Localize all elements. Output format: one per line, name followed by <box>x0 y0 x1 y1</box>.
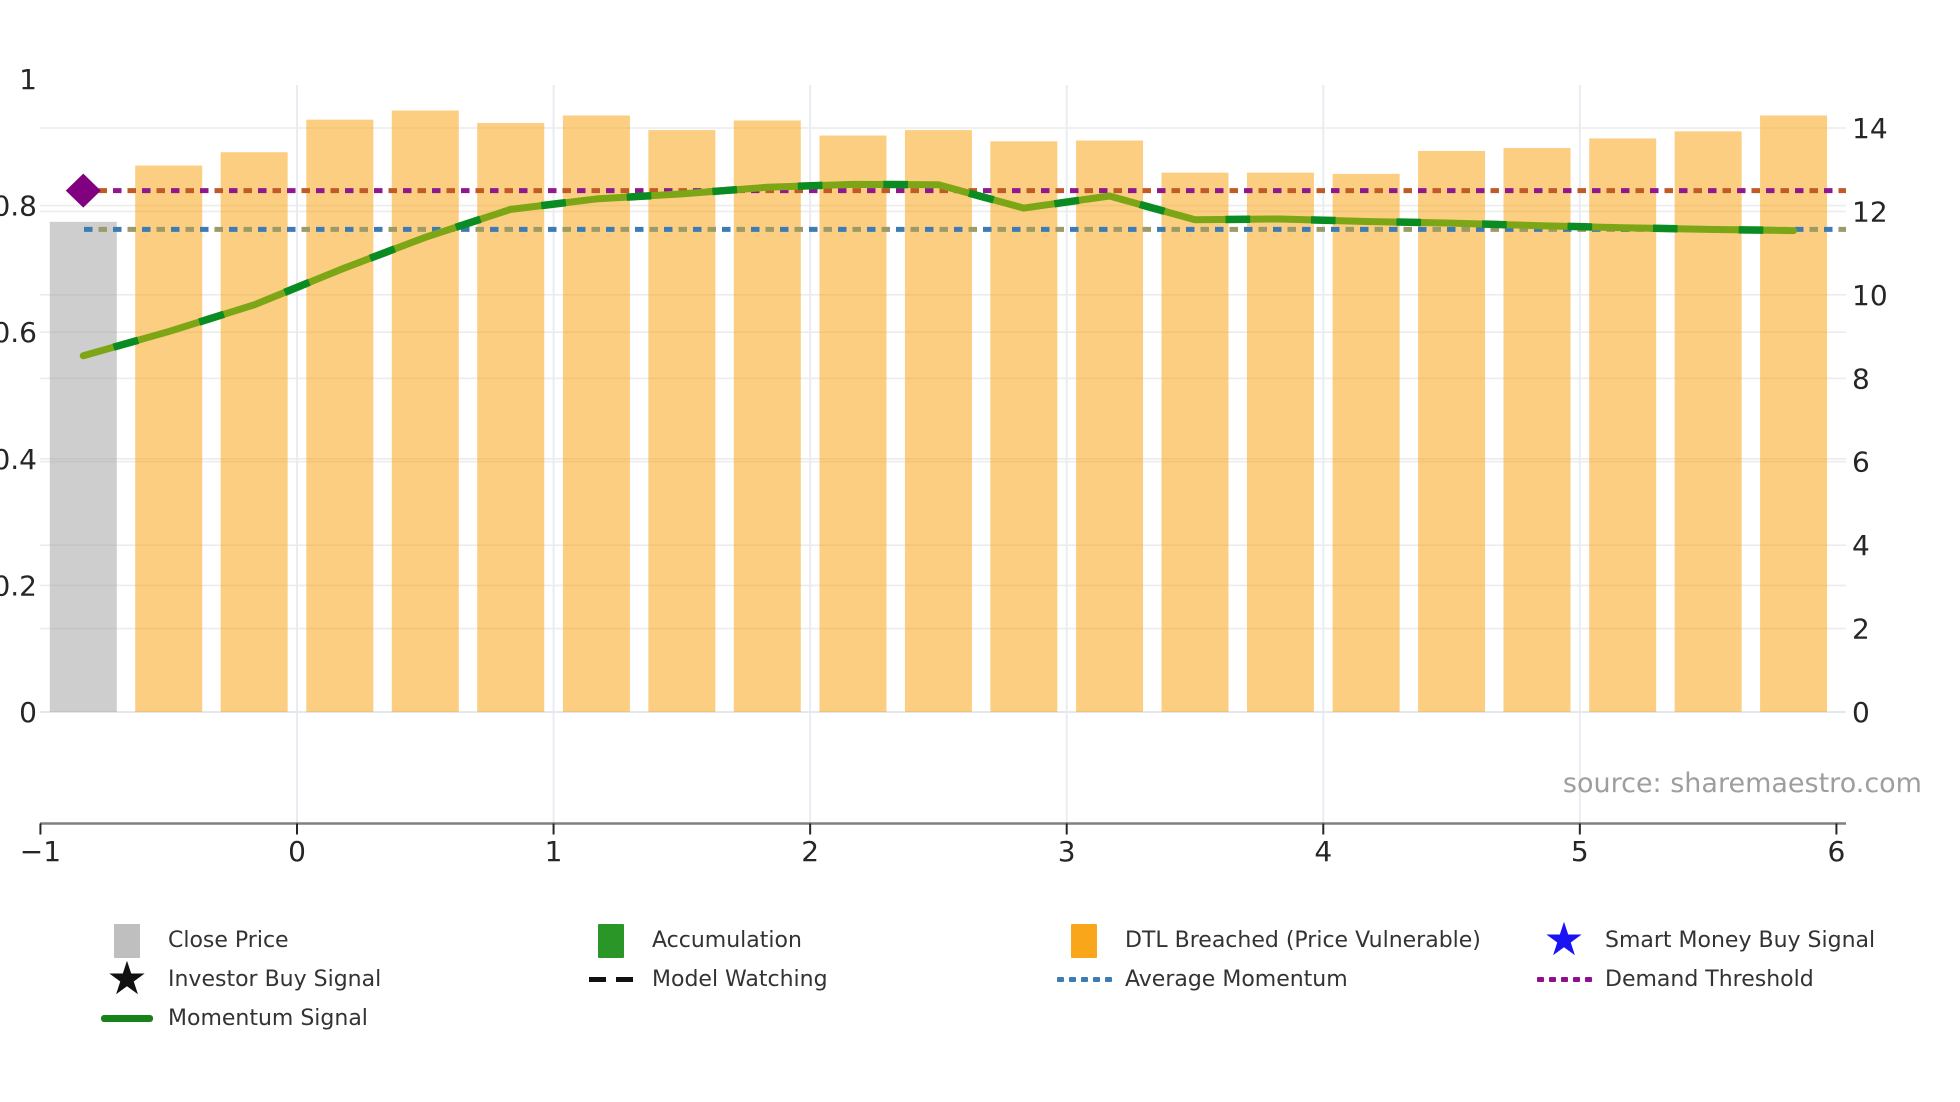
accumulation-swatch-icon <box>598 923 624 958</box>
y-left-tick-label: 1 <box>19 63 37 96</box>
x-tick-label: 2 <box>801 835 819 868</box>
legend-item-accumulation: Accumulation <box>582 921 828 960</box>
legend-label: Close Price <box>168 928 289 953</box>
legend-item-smart-money-buy-signal: Smart Money Buy Signal <box>1535 921 1875 960</box>
dtl-breached-bar <box>990 141 1058 712</box>
legend-item-momentum-signal: Momentum Signal <box>98 999 381 1038</box>
accumulation-mark <box>1310 216 1336 225</box>
accumulation-mark <box>1138 200 1166 215</box>
x-tick-label: 3 <box>1058 835 1076 868</box>
legend-label: Momentum Signal <box>168 1006 368 1031</box>
dtl-breached-bar <box>1674 131 1742 712</box>
legend-column-2: Accumulation Model Watching <box>582 921 828 999</box>
dtl-breached-bar <box>1161 172 1229 712</box>
legend-label: Accumulation <box>652 928 802 953</box>
dtl-breached-bar <box>1760 115 1828 712</box>
dotted-line-icon <box>1536 977 1592 982</box>
accumulation-mark <box>454 215 482 231</box>
dtl-breached-bar <box>1503 148 1571 712</box>
accumulation-mark <box>1567 222 1593 231</box>
x-tick-label: 5 <box>1571 835 1589 868</box>
accumulation-mark <box>1481 220 1507 229</box>
legend-item-dtl-breached: DTL Breached (Price Vulnerable) <box>1055 921 1481 960</box>
x-tick-label: 6 <box>1828 835 1846 868</box>
y-left-tick-label: 0.6 <box>0 316 37 349</box>
legend-item-model-watching: Model Watching <box>582 960 828 999</box>
dtl-swatch-icon <box>1071 923 1097 958</box>
dtl-breached-bar <box>819 135 887 713</box>
legend-label: Demand Threshold <box>1605 967 1814 992</box>
y-right-tick-label: 10 <box>1852 279 1888 312</box>
dtl-breached-bar <box>1589 138 1657 712</box>
dtl-breached-bar <box>733 120 801 712</box>
legend-item-average-momentum: Average Momentum <box>1055 960 1481 999</box>
accumulation-mark <box>283 278 311 296</box>
source-note: source: sharemaestro.com <box>1562 768 1922 799</box>
dotted-line-icon <box>1056 977 1112 982</box>
y-right-tick-label: 6 <box>1852 446 1870 479</box>
y-right-tick-label: 8 <box>1852 362 1870 395</box>
dashed-line-icon <box>589 977 633 982</box>
dtl-breached-bar <box>904 130 972 712</box>
legend-column-3: DTL Breached (Price Vulnerable) Average … <box>1055 921 1481 999</box>
dtl-breached-bar <box>391 110 459 712</box>
legend-label: Average Momentum <box>1125 967 1348 992</box>
legend-item-investor-buy-signal: Investor Buy Signal <box>98 960 381 999</box>
accumulation-mark <box>797 181 823 190</box>
momentum-signal-line <box>79 180 1798 360</box>
dtl-breached-bar <box>648 130 716 712</box>
x-tick-label: −1 <box>20 835 61 868</box>
legend-column-4: Smart Money Buy Signal Demand Threshold <box>1535 921 1875 999</box>
legend-item-demand-threshold: Demand Threshold <box>1535 960 1875 999</box>
legend-label: Investor Buy Signal <box>168 967 382 992</box>
dtl-breached-bar <box>220 152 288 712</box>
y-left-tick-label: 0.8 <box>0 190 37 223</box>
dtl-breached-bar <box>1076 140 1144 713</box>
dtl-breached-bar <box>306 119 374 713</box>
y-right-tick-label: 2 <box>1852 613 1870 646</box>
accumulation-mark <box>368 245 397 262</box>
y-right-tick-label: 14 <box>1852 112 1888 145</box>
x-tick-label: 0 <box>288 835 306 868</box>
y-right-tick-label: 0 <box>1852 696 1870 729</box>
accumulation-mark <box>540 198 567 210</box>
accumulation-mark <box>967 189 995 204</box>
x-tick-label: 4 <box>1314 835 1332 868</box>
dtl-breached-bar <box>1332 173 1400 712</box>
accumulation-mark <box>1053 196 1080 208</box>
x-tick-label: 1 <box>545 835 563 868</box>
y-left-tick-label: 0 <box>19 696 37 729</box>
legend-label: DTL Breached (Price Vulnerable) <box>1125 928 1481 953</box>
legend-label: Model Watching <box>652 967 828 992</box>
legend-column-1: Close Price Investor Buy Signal Momentum… <box>98 921 381 1038</box>
accumulation-mark <box>626 191 652 201</box>
blue-star-icon <box>1543 916 1584 962</box>
y-left-tick-label: 0.2 <box>0 569 37 602</box>
y-right-tick-label: 4 <box>1852 529 1870 562</box>
line-swatch-icon <box>101 1015 153 1022</box>
accumulation-mark <box>712 185 738 196</box>
demand-marker-diamond-icon <box>65 173 101 208</box>
dtl-breached-bar <box>1418 150 1486 712</box>
accumulation-mark <box>112 336 140 351</box>
accumulation-mark <box>198 310 225 326</box>
y-left-tick-label: 0.4 <box>0 443 37 476</box>
dtl-breached-bar <box>477 122 545 713</box>
dtl-breached-bar <box>1246 172 1314 712</box>
legend-label: Smart Money Buy Signal <box>1605 928 1876 953</box>
dtl-breached-bar <box>135 165 203 712</box>
black-star-icon <box>106 955 147 1001</box>
y-right-tick-label: 12 <box>1852 195 1888 228</box>
dtl-breached-bar <box>562 115 630 712</box>
close-price-bar <box>49 221 117 712</box>
